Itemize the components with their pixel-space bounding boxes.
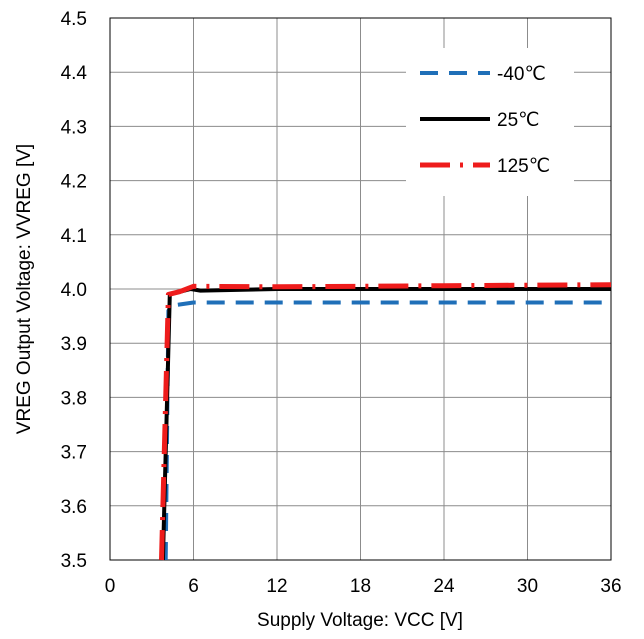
y-tick-label: 4.2: [61, 172, 87, 193]
x-tick-label: 0: [105, 576, 116, 597]
x-tick-label: 24: [433, 576, 455, 597]
x-tick-label: 6: [188, 576, 199, 597]
y-tick-label: 3.5: [61, 551, 87, 572]
legend-label: -40℃: [497, 64, 546, 85]
y-tick-label: 3.6: [61, 497, 87, 518]
x-tick-label: 36: [600, 576, 621, 597]
y-tick-label: 3.8: [61, 388, 87, 409]
y-tick-label: 4.3: [61, 117, 87, 138]
x-tick-label: 30: [517, 576, 538, 597]
legend: -40℃ 25℃ 125℃: [406, 48, 574, 196]
y-tick-labels: 3.5 3.6 3.7 3.8 3.9 4.0 4.1 4.2 4.3 4.4 4.5: [61, 9, 88, 572]
y-tick-label: 4.0: [61, 280, 87, 301]
x-tick-label: 18: [350, 576, 371, 597]
y-tick-label: 4.1: [61, 226, 87, 247]
legend-label: 25℃: [497, 110, 539, 131]
series-line: [163, 300, 611, 561]
y-axis-label: VREG Output Voltage: VVREG [V]: [14, 144, 35, 434]
series-line: [159, 282, 612, 561]
x-axis-label: Supply Voltage: VCC [V]: [257, 610, 463, 631]
x-tick-labels: 0 6 12 18 24 30 36: [105, 576, 622, 597]
legend-label: 125℃: [497, 156, 550, 177]
y-tick-label: 4.4: [61, 63, 88, 84]
y-tick-label: 3.7: [61, 443, 87, 464]
y-tick-label: 3.9: [61, 334, 87, 355]
series-line: [160, 287, 611, 561]
series-lines: [159, 282, 612, 561]
y-tick-label: 4.5: [61, 9, 87, 30]
x-tick-label: 12: [266, 576, 287, 597]
